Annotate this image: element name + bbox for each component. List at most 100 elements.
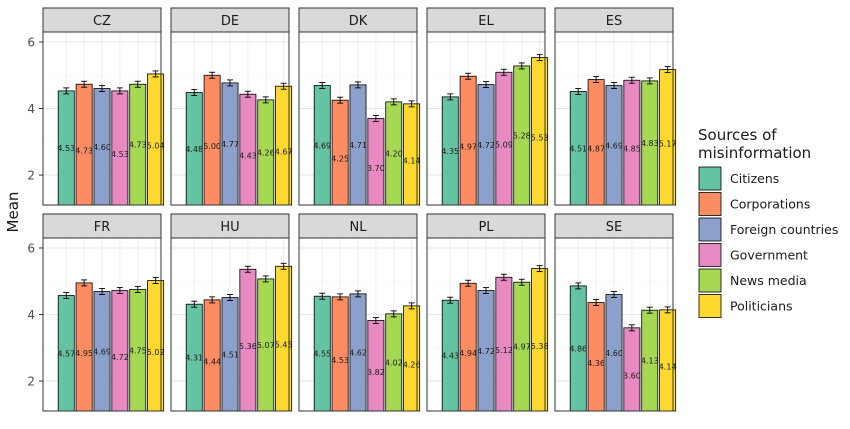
data-label-es: 4.87 — [587, 144, 605, 153]
data-label-el: 4.72 — [477, 141, 495, 150]
data-label-pl: 4.94 — [459, 349, 477, 358]
data-label-es: 4.69 — [605, 141, 623, 150]
bar-el-government — [495, 71, 513, 206]
data-label-nl: 3.82 — [367, 368, 385, 377]
data-label-fr: 5.02 — [147, 348, 165, 357]
bar-se-government — [623, 327, 641, 412]
panel-border-pl — [426, 237, 546, 412]
data-label-pl: 5.38 — [531, 342, 549, 351]
data-label-cz: 4.53 — [57, 144, 75, 153]
panel-border-el — [426, 31, 546, 206]
y-tick-label: 2 — [27, 169, 35, 183]
data-label-de: 5.00 — [203, 142, 221, 151]
facet-title-es: ES — [606, 14, 622, 29]
data-label-hu: 5.07 — [257, 341, 275, 350]
bar-es-government — [623, 79, 641, 206]
data-label-de: 4.77 — [221, 140, 239, 149]
legend-label-politicians: Politicians — [730, 299, 793, 314]
panel-border-nl — [298, 237, 418, 412]
panel-border-cz — [42, 31, 162, 206]
legend-label-citizens: Citizens — [730, 171, 779, 186]
data-label-hu: 4.44 — [203, 357, 221, 366]
legend-swatch-politicians — [698, 294, 722, 318]
bar-nl-corporations — [331, 296, 349, 412]
data-label-se: 4.14 — [659, 362, 677, 371]
facet-strip-es — [554, 7, 674, 33]
panel-border-fr — [42, 237, 162, 412]
legend-title-line1: Sources of — [698, 126, 777, 144]
data-label-dk: 4.20 — [385, 149, 403, 158]
data-label-hu: 4.51 — [221, 350, 239, 359]
facet-title-pl: PL — [478, 220, 494, 235]
bar-de-corporations — [203, 74, 221, 206]
facet-title-nl: NL — [350, 220, 368, 235]
data-label-nl: 4.02 — [385, 358, 403, 367]
data-label-hu: 5.36 — [239, 342, 257, 351]
data-label-es: 5.17 — [659, 139, 677, 148]
bar-cz-government — [111, 90, 129, 206]
bar-nl-government — [367, 320, 385, 412]
data-label-fr: 4.72 — [111, 353, 129, 362]
legend-label-government: Government — [730, 248, 808, 263]
data-label-cz: 4.73 — [75, 147, 93, 156]
data-label-pl: 4.97 — [513, 343, 531, 352]
data-label-nl: 4.26 — [403, 360, 421, 369]
legend-swatch-news-media — [698, 268, 722, 293]
data-label-fr: 4.57 — [57, 349, 75, 358]
y-tick-label: 4 — [27, 308, 35, 322]
data-label-de: 4.26 — [257, 148, 275, 157]
y-tick-label: 6 — [27, 35, 35, 49]
bar-hu-government — [239, 268, 257, 412]
data-label-hu: 5.45 — [275, 341, 293, 350]
panel-border-de — [170, 31, 290, 206]
y-axis-label: Mean — [4, 192, 22, 233]
data-label-pl: 5.12 — [495, 346, 513, 355]
legend-swatch-government — [698, 243, 722, 267]
data-label-fr: 4.95 — [75, 349, 93, 358]
data-label-dk: 3.70 — [367, 164, 385, 173]
data-label-pl: 4.43 — [441, 352, 459, 361]
bar-de-government — [239, 93, 257, 206]
data-label-se: 3.60 — [623, 371, 641, 380]
bar-pl-corporations — [459, 282, 477, 412]
data-label-fr: 4.69 — [93, 347, 111, 356]
panel-border-hu — [170, 237, 290, 412]
data-label-se: 4.60 — [605, 349, 623, 358]
data-label-nl: 4.53 — [331, 356, 349, 365]
facet-title-de: DE — [221, 14, 239, 29]
facet-strip-el — [426, 7, 546, 33]
facet-title-hu: HU — [220, 220, 239, 235]
data-label-cz: 4.53 — [111, 150, 129, 159]
data-label-se: 4.86 — [569, 344, 587, 353]
data-label-dk: 4.14 — [403, 156, 421, 165]
bar-es-corporations — [587, 79, 605, 206]
bar-el-corporations — [459, 75, 477, 206]
panel-border-es — [554, 31, 674, 206]
facet-strip-pl — [426, 213, 546, 239]
facet-strip-fr — [42, 213, 162, 239]
data-label-pl: 4.72 — [477, 347, 495, 356]
y-tick-label: 6 — [27, 241, 35, 255]
data-label-dk: 4.69 — [313, 141, 331, 150]
legend-swatch-corporations — [698, 192, 722, 216]
panel-border-dk — [298, 31, 418, 206]
bar-hu-corporations — [203, 299, 221, 412]
facet-strip-nl — [298, 213, 418, 239]
data-label-el: 5.53 — [531, 133, 549, 142]
facet-title-se: SE — [606, 220, 622, 235]
facet-title-dk: DK — [349, 14, 368, 29]
facet-title-cz: CZ — [93, 14, 111, 29]
bar-fr-corporations — [75, 282, 93, 412]
data-label-el: 4.97 — [459, 143, 477, 152]
data-label-el: 4.35 — [441, 147, 459, 156]
facet-title-fr: FR — [94, 220, 111, 235]
data-label-el: 5.09 — [495, 141, 513, 150]
data-label-cz: 4.60 — [93, 143, 111, 152]
data-label-dk: 4.25 — [331, 155, 349, 164]
data-label-nl: 4.55 — [313, 350, 331, 359]
data-label-cz: 4.73 — [129, 141, 147, 150]
legend-swatch-foreign-countries — [698, 217, 722, 242]
data-label-de: 4.48 — [185, 145, 203, 154]
